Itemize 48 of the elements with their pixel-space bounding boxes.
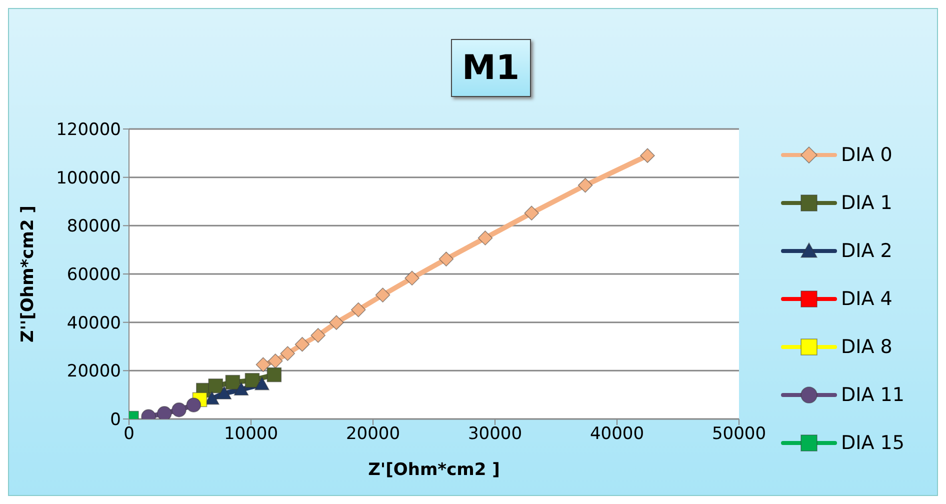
legend-label: DIA 1 bbox=[841, 192, 892, 214]
point bbox=[350, 302, 366, 318]
point bbox=[186, 398, 202, 412]
point bbox=[404, 270, 420, 286]
point bbox=[310, 328, 326, 343]
y-tick-label: 60000 bbox=[66, 265, 121, 286]
point bbox=[294, 336, 310, 352]
y-tick-label: 40000 bbox=[66, 313, 121, 334]
point bbox=[208, 378, 224, 394]
legend-label: DIA 4 bbox=[841, 288, 892, 310]
point bbox=[204, 391, 220, 405]
x-tick-label: 50000 bbox=[712, 424, 766, 444]
x-tick-label: 40000 bbox=[590, 424, 644, 444]
point bbox=[172, 402, 186, 418]
legend-label: DIA 8 bbox=[841, 336, 892, 358]
point bbox=[156, 406, 172, 419]
point bbox=[578, 178, 593, 193]
point bbox=[478, 230, 493, 246]
y-axis-title: Z''[Ohm*cm2 ] bbox=[18, 206, 38, 342]
point bbox=[524, 206, 539, 220]
point bbox=[280, 346, 295, 361]
y-tick-label: 120000 bbox=[56, 120, 121, 140]
point bbox=[256, 357, 271, 372]
point bbox=[438, 252, 454, 266]
x-tick-label: 20000 bbox=[346, 424, 400, 444]
y-tick-label: 80000 bbox=[66, 216, 121, 237]
point bbox=[225, 374, 240, 390]
point bbox=[244, 372, 260, 388]
x-axis-title: Z'[Ohm*cm2 ] bbox=[368, 460, 500, 480]
y-tick-label: 20000 bbox=[66, 362, 121, 382]
point bbox=[234, 382, 249, 396]
point bbox=[254, 376, 270, 390]
legend-label: DIA 0 bbox=[841, 144, 892, 166]
legend-label: DIA 2 bbox=[841, 240, 892, 262]
x-tick-label: 30000 bbox=[468, 424, 522, 444]
legend-label: DIA 15 bbox=[841, 432, 904, 454]
point bbox=[640, 148, 655, 163]
point bbox=[268, 354, 283, 368]
y-tick-label: 100000 bbox=[56, 168, 121, 188]
point bbox=[329, 315, 344, 330]
legend-label: DIA 11 bbox=[841, 384, 904, 406]
chart-title: M1 bbox=[451, 39, 530, 97]
point bbox=[266, 367, 282, 382]
point bbox=[216, 386, 232, 400]
point bbox=[375, 288, 390, 302]
y-tick-label: 0 bbox=[110, 410, 121, 430]
x-tick-label: 0 bbox=[124, 424, 134, 444]
x-tick-label: 10000 bbox=[224, 424, 278, 444]
